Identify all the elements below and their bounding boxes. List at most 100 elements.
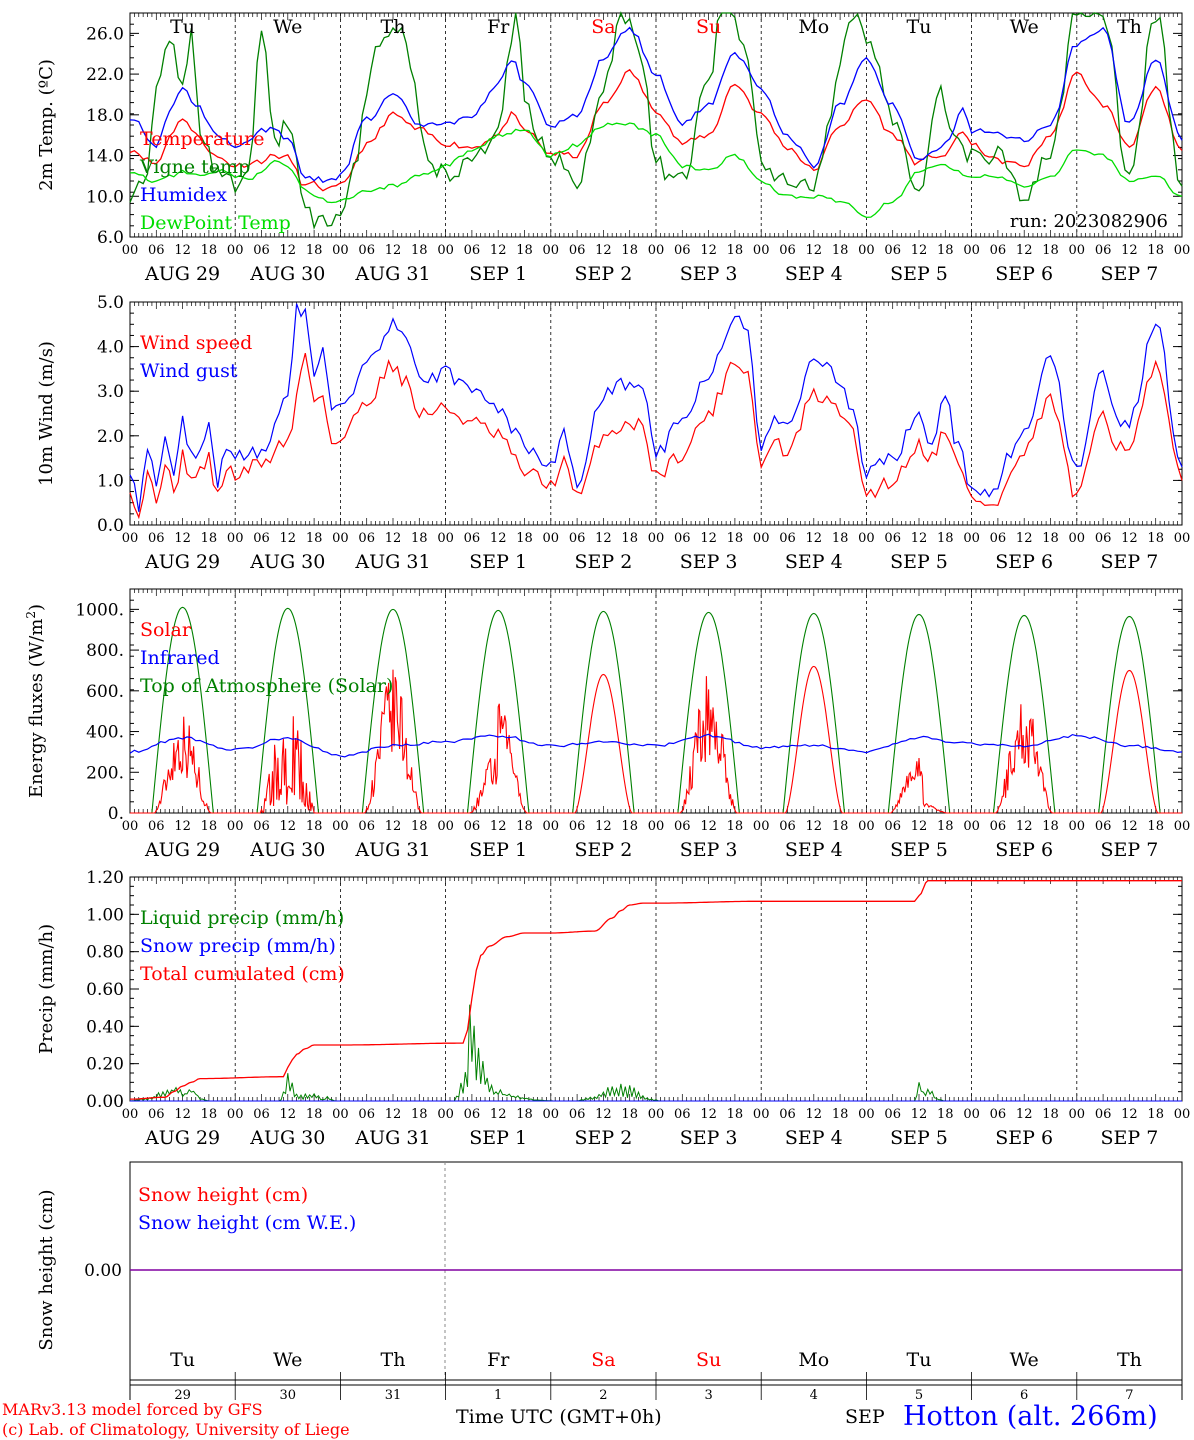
hour-label: 12 [911,819,928,834]
hour-label: 00 [332,819,349,834]
series-line-temperature [129,68,1183,192]
hour-label: 18 [937,819,954,834]
hour-label: 18 [621,1107,638,1122]
hour-label: 00 [1069,243,1086,258]
hour-label: 18 [306,819,323,834]
hour-label: 18 [411,243,428,258]
series-line-vigne-temp [129,11,1183,230]
hour-label: 18 [306,531,323,546]
y-tick-label: 0.40 [86,1017,124,1037]
hour-label: 00 [753,819,770,834]
day-label: SEP 5 [890,1127,948,1149]
weekday-label: Th [381,16,406,38]
legend-entry: Humidex [140,184,227,206]
legend-entry: Total cumulated (cm) [140,963,345,985]
weekday-label: Mo [798,1349,829,1371]
hour-label: 18 [516,819,533,834]
panel-4: 00 06 12 18 AUG 29 00 06 12 18 AUG 30 00 06 12 18 AUG … [36,868,1190,1149]
hour-label: 12 [490,1107,507,1122]
day-label: SEP 6 [995,1127,1053,1149]
hour-label: 18 [1042,819,1059,834]
legend-entry: Temperature [140,128,264,150]
hour-label: 00 [648,243,665,258]
hour-label: 12 [385,531,402,546]
hour-label: 12 [1121,1107,1138,1122]
hour-label: 12 [385,1107,402,1122]
time-axis-label: Time UTC (GMT+0h) [456,1406,662,1428]
hour-label: 00 [753,1107,770,1122]
hour-label: 06 [779,531,796,546]
hour-label: 12 [911,531,928,546]
y-tick-label: 2.0 [97,427,124,447]
hour-label: 18 [516,1107,533,1122]
hour-label: 12 [1016,819,1033,834]
panel-1: 00 06 12 18 AUG 29 00 06 12 18 AUG 30 00 06 12 18 AUG … [36,11,1190,285]
hour-label: 18 [727,531,744,546]
hour-label: 00 [648,531,665,546]
y-tick-label: 22.0 [86,65,124,85]
y-axis-label: Energy fluxes (W/m2) [24,604,47,798]
hour-label: 06 [990,1107,1007,1122]
hour-label: 06 [990,243,1007,258]
hour-label: 18 [1147,819,1164,834]
day-label: SEP 3 [680,1127,738,1149]
day-label: SEP 3 [680,263,738,285]
y-tick-label: 5.0 [97,293,124,313]
day-number: 3 [704,1388,712,1403]
hour-label: 12 [806,1107,823,1122]
hour-label: 18 [832,531,849,546]
y-tick-label: 0.0 [97,516,124,536]
legend-entry: Snow precip (mm/h) [140,935,336,957]
y-axis-label: 2m Temp. (ºC) [36,59,57,191]
hour-label: 12 [490,531,507,546]
hour-label: 12 [174,1107,191,1122]
hour-label: 00 [648,1107,665,1122]
y-axis-label: 10m Wind (m/s) [36,341,57,486]
hour-label: 18 [306,1107,323,1122]
series-line-dewpoint-temp [129,122,1183,219]
y-tick-label: 0.00 [84,1261,122,1281]
day-number: 30 [280,1388,297,1403]
y-tick-label: 0. [108,804,124,824]
day-label: AUG 29 [144,551,220,573]
weekday-label: Tu [907,16,932,38]
hour-label: 06 [253,243,270,258]
weekday-label: Su [696,1349,721,1371]
hour-label: 18 [201,1107,218,1122]
legend-entry: Vigne temp [139,156,250,178]
hour-label: 06 [674,819,691,834]
y-axis-label: Precip (mm/h) [36,924,57,1054]
day-number: 29 [174,1388,191,1403]
series-line-infrared [129,733,1183,758]
day-label: AUG 30 [249,263,325,285]
day-number: 1 [494,1388,502,1403]
y-tick-label: 10.0 [86,187,124,207]
legend-entry: Snow height (cm W.E.) [138,1212,356,1234]
hour-label: 06 [358,243,375,258]
y-tick-label: 1.00 [86,905,124,925]
month-label: SEP [845,1406,885,1428]
hour-label: 12 [490,819,507,834]
weekday-label: Th [1117,16,1142,38]
hour-label: 06 [464,531,481,546]
series-line-humidex [129,26,1183,184]
hour-label: 06 [148,243,165,258]
day-number: 31 [385,1388,402,1403]
legend-entry: Liquid precip (mm/h) [140,907,344,929]
y-tick-label: 0.80 [86,943,124,963]
hour-label: 12 [1016,243,1033,258]
hour-label: 00 [543,819,560,834]
day-label: SEP 1 [469,263,527,285]
y-tick-label: 0.00 [86,1092,124,1112]
hour-label: 06 [569,531,586,546]
day-label: SEP 4 [785,263,843,285]
y-tick-label: 3.0 [97,382,124,402]
hour-label: 06 [674,531,691,546]
hour-label: 00 [122,243,139,258]
hour-label: 18 [1042,1107,1059,1122]
day-label: AUG 31 [354,1127,430,1149]
hour-label: 18 [411,1107,428,1122]
y-tick-label: 6.0 [97,228,124,248]
hour-label: 06 [674,1107,691,1122]
